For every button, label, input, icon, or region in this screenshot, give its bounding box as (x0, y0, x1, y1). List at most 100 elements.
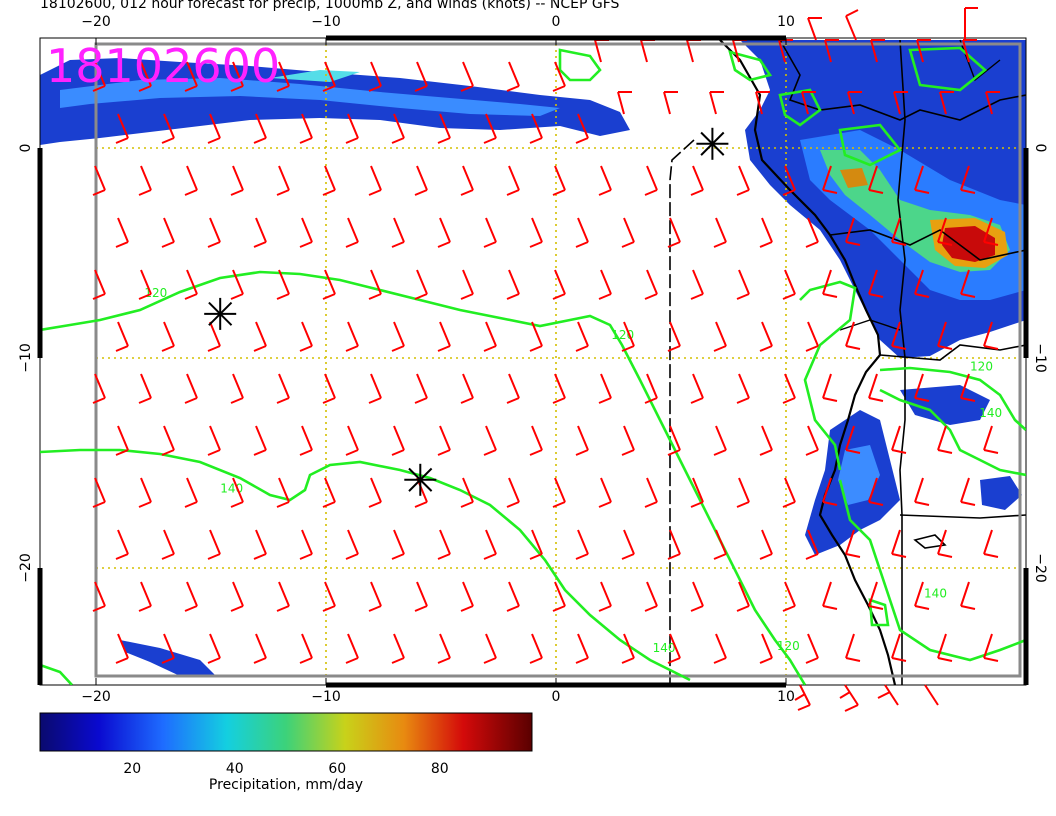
precip-coast-south-core (838, 445, 880, 505)
wind-barb (621, 425, 635, 456)
high-marker-stroke (208, 301, 233, 326)
wind-barb (690, 373, 704, 404)
lon-tick-label-bottom: −10 (311, 689, 341, 705)
wind-barb (345, 529, 359, 560)
contour-ne-1 (558, 48, 602, 82)
wind-barb (822, 581, 838, 610)
wind-barb (506, 165, 520, 196)
wind-barb (845, 9, 859, 41)
wind-barb (322, 165, 336, 196)
wind-barb (690, 581, 704, 612)
wind-barb (276, 477, 290, 508)
wind-barb (621, 321, 635, 352)
wind-barb (937, 425, 953, 454)
contour-ne-2 (728, 50, 773, 82)
wind-barb (115, 113, 129, 144)
wind-barb (937, 633, 953, 662)
wind-barb (437, 321, 451, 352)
wind-barb (575, 529, 589, 560)
wind-barb (805, 321, 819, 352)
wind-barb (115, 633, 129, 664)
date-stamp: 18102600 (46, 39, 280, 93)
wind-barb (460, 165, 474, 196)
precip-africa-spot (840, 168, 868, 188)
wind-barb (845, 217, 861, 246)
lon-tick-label-bottom: −20 (81, 689, 111, 705)
wind-barb (575, 633, 589, 664)
colorbar-tick-label: 80 (431, 761, 449, 777)
wind-barb (824, 39, 839, 63)
wind-barb (391, 217, 405, 248)
wind-barb (667, 321, 681, 352)
wind-barb (506, 269, 520, 300)
wind-barb (960, 165, 976, 194)
precip-band-core (60, 78, 560, 116)
wind-barb (529, 321, 543, 352)
wind-barb (184, 269, 198, 300)
wind-barb (713, 217, 727, 248)
wind-barb (822, 269, 838, 298)
wind-barb (914, 581, 930, 610)
contour-ne-5 (908, 46, 988, 92)
precip-field (40, 40, 1026, 676)
wind-barb (690, 269, 704, 300)
wind-barb (868, 165, 884, 194)
wind-barb (345, 113, 359, 144)
wind-barb (644, 477, 658, 508)
wind-barb (437, 113, 451, 144)
wind-barb (822, 477, 838, 506)
wind-barb (575, 217, 589, 248)
wind-barb (138, 477, 152, 508)
wind-barb (822, 373, 838, 402)
wind-barb (253, 321, 267, 352)
wind-barb (460, 269, 474, 300)
inner-frame (94, 42, 1022, 678)
wind-barb (759, 633, 773, 664)
high-markers (204, 127, 729, 496)
wind-barb (914, 477, 930, 506)
wind-barb (805, 529, 819, 560)
wind-barb (115, 321, 129, 352)
wind-barb (184, 165, 198, 196)
wind-barb (807, 17, 822, 41)
lon-tick-label-top: −10 (311, 14, 341, 30)
wind-barb (138, 165, 152, 196)
wind-barb (322, 581, 336, 612)
high-marker-stroke (700, 131, 725, 156)
wind-barb (868, 269, 884, 298)
wind-barb (552, 373, 566, 404)
height-contours (40, 46, 1026, 685)
wind-barb (924, 684, 939, 706)
wind-barb (985, 91, 1000, 115)
wind-barb (92, 477, 106, 508)
contour-se-3 (879, 388, 1026, 477)
wind-barb (322, 61, 336, 92)
wind-barb (207, 529, 221, 560)
wind-barb (845, 321, 861, 350)
wind-barb (937, 321, 953, 350)
precip-band-streak (270, 70, 360, 82)
wind-barb (801, 91, 816, 115)
high-marker (404, 463, 437, 496)
wind-barb (794, 684, 811, 711)
wind-barb (483, 529, 497, 560)
wind-barb (368, 373, 382, 404)
wind-barb (914, 269, 930, 298)
wind-barb (483, 425, 497, 456)
contour-label: 140 (220, 481, 243, 495)
wind-barb (207, 217, 221, 248)
wind-barb (552, 477, 566, 508)
border-2 (829, 229, 1026, 261)
wind-barb (870, 39, 885, 63)
precip-se-spot (980, 476, 1022, 510)
wind-barb (276, 581, 290, 612)
lon-tick-label-top: 10 (777, 14, 795, 30)
wind-barb (916, 39, 931, 63)
wind-barb (552, 269, 566, 300)
wind-barb (575, 425, 589, 456)
precip-africa-red (942, 226, 995, 262)
wind-barb (598, 269, 612, 300)
wind-barb (184, 61, 198, 92)
wind-barb (529, 529, 543, 560)
